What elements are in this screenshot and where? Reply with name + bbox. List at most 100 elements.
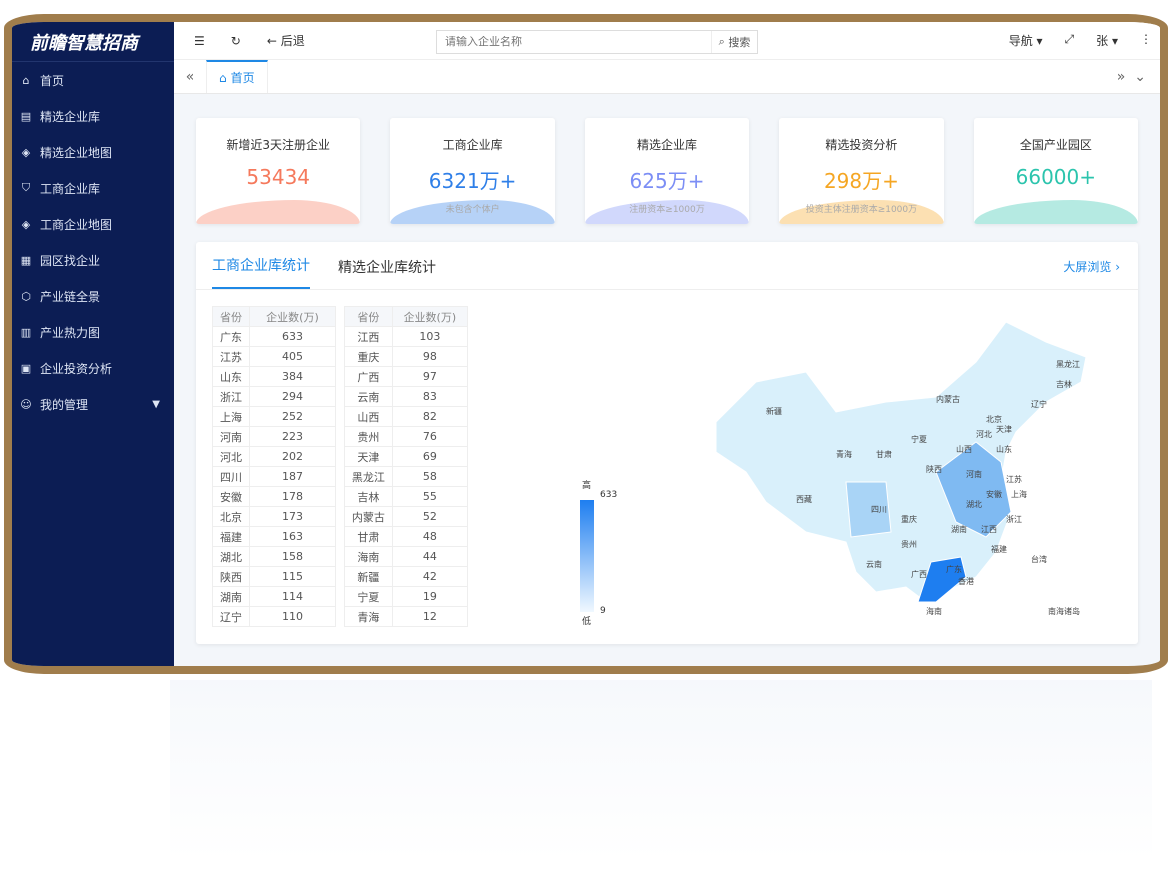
sidebar-item[interactable]: ⬡ 产业链全景 [21, 289, 101, 304]
table-row: 上海 252 [212, 406, 337, 427]
map-label: 南海诸岛 [1048, 606, 1080, 616]
map-label: 安徽 [986, 489, 1002, 499]
map-label: 浙江 [1006, 514, 1022, 524]
search-button[interactable]: ⌕ 搜索 [711, 31, 757, 53]
sidebar-icon: ◈ [21, 217, 31, 231]
sidebar-item[interactable]: ▣ 企业投资分析 [20, 361, 113, 376]
sidebar-item[interactable]: ▦ 园区找企业 [20, 253, 101, 268]
sidebar-icon: ⌂ [22, 73, 30, 87]
tab-home[interactable]: ⌂ 首页 [206, 60, 268, 93]
table-row: 陕西 115 [212, 566, 337, 587]
user-dropdown[interactable]: 张 ▾ [1096, 34, 1118, 48]
map-label: 广西 [911, 569, 927, 579]
map-label: 宁夏 [911, 434, 927, 444]
search-input[interactable] [437, 36, 711, 48]
map-label: 吉林 [1056, 379, 1072, 389]
refresh-icon[interactable]: ↻ [230, 33, 241, 48]
map-label: 云南 [866, 559, 882, 569]
map-label: 海南 [926, 606, 942, 616]
wave-decoration [196, 200, 361, 224]
table-row: 河北 202 [212, 446, 337, 467]
table-row: 湖南 114 [212, 586, 337, 607]
table-row: 新疆 42 [344, 566, 469, 587]
topbar: ☰ ↻ ← 后退 ⌕ 搜索 导航 ▾ ⤢ 张 ▾ ⋮ [174, 22, 1160, 60]
logo: 前瞻智慧招商 [12, 22, 174, 62]
legend-high: 高 [582, 481, 592, 491]
tab-business-stats[interactable]: 工商企业库统计 [212, 255, 310, 289]
table-row: 海南 44 [344, 546, 469, 567]
table-row: 内蒙古 52 [344, 506, 469, 527]
back-button[interactable]: ← 后退 [266, 34, 305, 48]
sidebar-item[interactable]: ⌂ 首页 [12, 62, 174, 98]
map-label: 四川 [871, 505, 887, 514]
sidebar-item[interactable]: ☺ 我的管理 ▼ [20, 397, 160, 412]
sidebar: 前瞻智慧招商 ⌂ 首页 ▤ 精选企业库 ◈ 精选企业地图 ⛉ 工商企业库 ◈ 工商企业地图 ▦ 园区找… [12, 22, 174, 666]
search-icon: ⌕ [718, 35, 725, 48]
map-label: 青海 [836, 449, 852, 459]
table-row: 辽宁 110 [212, 606, 337, 627]
tabs-bar: « ⌂ 首页 » ⌄ [174, 60, 1160, 94]
menu-toggle-icon[interactable]: ☰ [194, 33, 205, 48]
table-row: 湖北 158 [212, 546, 337, 567]
table-row: 广西 97 [344, 366, 469, 387]
table-row: 广东 633 [212, 326, 337, 347]
table-row: 山东 384 [212, 366, 337, 387]
table-row: 安徽 178 [212, 486, 337, 507]
sidebar-icon: ▤ [20, 109, 32, 123]
map-label: 香港 [958, 576, 974, 586]
legend-max: 633 [600, 490, 618, 500]
map-label: 江苏 [1006, 474, 1022, 484]
sidebar-item[interactable]: ▤ 精选企业库 [20, 109, 101, 124]
stat-card[interactable]: 全国产业园区 66000+ [973, 118, 1139, 224]
tabs-right-icon[interactable]: » ⌄ [1116, 68, 1146, 85]
sidebar-item[interactable]: ▥ 产业热力图 [20, 325, 101, 340]
reflection [170, 680, 1152, 860]
nav-dropdown[interactable]: 导航 ▾ [1008, 34, 1043, 48]
map-label: 天津 [996, 424, 1012, 434]
sidebar-item[interactable]: ⛉ 工商企业库 [21, 181, 101, 196]
table-row: 天津 69 [344, 446, 469, 467]
sidebar-item[interactable]: ◈ 工商企业地图 [21, 217, 113, 232]
stat-card[interactable]: 精选企业库 625万+ 注册资本≥1000万 [584, 118, 750, 224]
table-row: 江苏 405 [212, 346, 337, 367]
map-label: 山东 [996, 444, 1012, 454]
map-label: 上海 [1011, 489, 1027, 499]
table-row: 重庆 98 [344, 346, 469, 367]
province-table-2: 省份 企业数(万) 江西 103 重庆 98 广西 97 云南 83 山西 82 贵州 76 天津 69 黑龙江… [344, 306, 469, 627]
big-screen-link[interactable]: 大屏浏览 › [1063, 260, 1120, 274]
legend-min: 9 [600, 606, 606, 616]
stat-card[interactable]: 工商企业库 6321万+ 未包含个体户 [390, 118, 555, 224]
table-row: 江西 103 [344, 326, 469, 347]
map-label: 西藏 [796, 494, 812, 504]
sidebar-icon: ☺ [20, 397, 32, 411]
more-icon[interactable]: ⋮ [1140, 32, 1152, 46]
legend-gradient[interactable] [580, 500, 594, 612]
map-label: 辽宁 [1031, 399, 1047, 409]
map-label: 陕西 [926, 464, 942, 474]
map-label: 台湾 [1031, 554, 1047, 564]
sidebar-item[interactable]: ◈ 精选企业地图 [21, 145, 113, 160]
table-row: 云南 83 [344, 386, 469, 407]
table-row: 贵州 76 [344, 426, 469, 447]
stat-card[interactable]: 新增近3天注册企业 53434 [196, 118, 361, 224]
tab-selected-stats[interactable]: 精选企业库统计 [338, 260, 436, 276]
fullscreen-icon[interactable]: ⤢ [1064, 32, 1075, 46]
app-window: 前瞻智慧招商 ⌂ 首页 ▤ 精选企业库 ◈ 精选企业地图 ⛉ 工商企业库 ◈ 工商企业地图 ▦ 园区找… [4, 14, 1168, 674]
sidebar-icon: ▣ [20, 361, 32, 375]
map-label: 黑龙江 [1056, 359, 1080, 369]
table-row: 甘肃 48 [344, 526, 469, 547]
map-label: 河北 [976, 429, 992, 439]
stat-card[interactable]: 精选投资分析 298万+ 投资主体注册资本≥1000万 [779, 118, 944, 224]
table-row: 黑龙江 58 [344, 466, 469, 487]
sidebar-icon: ⛉ [21, 181, 31, 194]
map-label: 广东 [946, 564, 962, 574]
tabs-left-icon[interactable]: « [185, 68, 195, 85]
search-box: ⌕ 搜索 [436, 30, 758, 54]
table-row: 福建 163 [212, 526, 337, 547]
table-row: 河南 223 [212, 426, 337, 447]
map-label: 北京 [986, 414, 1002, 424]
home-icon: ⌂ [219, 70, 227, 85]
map-label: 湖南 [951, 524, 967, 534]
wave-decoration [973, 200, 1139, 224]
